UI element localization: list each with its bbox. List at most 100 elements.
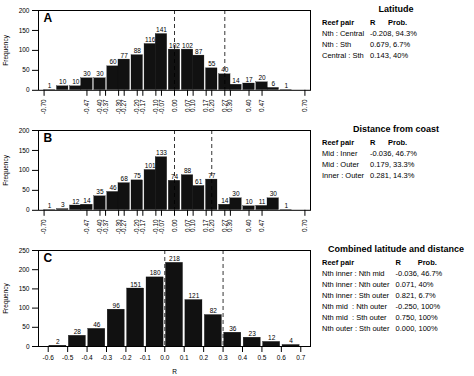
svg-text:0.70: 0.70 xyxy=(301,219,308,232)
svg-text:40: 40 xyxy=(221,66,229,73)
svg-text:200: 200 xyxy=(19,7,30,14)
svg-text:-0.17: -0.17 xyxy=(139,99,146,114)
svg-text:75: 75 xyxy=(134,172,142,179)
svg-text:Frequency: Frequency xyxy=(2,34,10,65)
svg-text:20: 20 xyxy=(258,74,266,81)
svg-text:3: 3 xyxy=(61,201,65,208)
svg-text:2: 2 xyxy=(56,338,60,345)
svg-text:Frequency: Frequency xyxy=(2,154,10,185)
svg-text:200: 200 xyxy=(19,266,30,273)
svg-text:-0.1: -0.1 xyxy=(140,354,152,361)
svg-text:100: 100 xyxy=(19,304,30,311)
svg-text:-0.27: -0.27 xyxy=(120,99,127,114)
svg-text:87: 87 xyxy=(195,48,203,55)
svg-text:14: 14 xyxy=(221,197,229,204)
svg-text:82: 82 xyxy=(210,307,218,314)
svg-text:-0.47: -0.47 xyxy=(83,99,90,114)
svg-text:250: 250 xyxy=(19,247,30,254)
svg-text:0.3: 0.3 xyxy=(219,354,228,361)
svg-text:R: R xyxy=(172,368,177,375)
svg-text:141: 141 xyxy=(156,26,167,33)
svg-text:46: 46 xyxy=(93,321,101,328)
svg-text:A: A xyxy=(44,11,53,25)
svg-text:0: 0 xyxy=(26,206,30,213)
svg-text:23: 23 xyxy=(249,330,257,337)
svg-text:0.30: 0.30 xyxy=(226,99,233,112)
svg-text:1: 1 xyxy=(48,82,52,89)
svg-text:61: 61 xyxy=(195,178,203,185)
svg-text:0.47: 0.47 xyxy=(258,219,265,232)
svg-text:35: 35 xyxy=(96,188,104,195)
svg-text:150: 150 xyxy=(19,285,30,292)
svg-text:Frequency: Frequency xyxy=(2,282,10,313)
svg-text:-0.27: -0.27 xyxy=(120,219,127,234)
svg-text:133: 133 xyxy=(156,149,167,156)
svg-text:0.30: 0.30 xyxy=(226,219,233,232)
svg-text:6: 6 xyxy=(271,80,275,87)
svg-text:0.7: 0.7 xyxy=(296,354,305,361)
svg-text:-0.47: -0.47 xyxy=(83,219,90,234)
svg-text:150: 150 xyxy=(19,147,30,154)
svg-text:-0.5: -0.5 xyxy=(62,354,74,361)
svg-text:50: 50 xyxy=(22,186,30,193)
svg-text:150: 150 xyxy=(19,27,30,34)
svg-text:14: 14 xyxy=(232,77,240,84)
svg-text:-0.07: -0.07 xyxy=(158,219,165,234)
svg-text:0: 0 xyxy=(26,343,30,350)
svg-text:60: 60 xyxy=(109,58,117,65)
svg-text:C: C xyxy=(44,251,53,265)
svg-text:1: 1 xyxy=(48,202,52,209)
svg-text:17: 17 xyxy=(245,76,253,83)
svg-text:0: 0 xyxy=(26,86,30,93)
svg-text:0.20: 0.20 xyxy=(208,99,215,112)
svg-text:0.47: 0.47 xyxy=(258,99,265,112)
svg-text:0.20: 0.20 xyxy=(208,219,215,232)
svg-text:-0.07: -0.07 xyxy=(158,99,165,114)
svg-text:12: 12 xyxy=(268,334,276,341)
svg-text:100: 100 xyxy=(19,46,30,53)
svg-text:28: 28 xyxy=(74,328,82,335)
svg-text:102: 102 xyxy=(169,42,180,49)
svg-text:-0.37: -0.37 xyxy=(102,219,109,234)
svg-text:0.40: 0.40 xyxy=(245,219,252,232)
svg-text:30: 30 xyxy=(232,190,240,197)
svg-text:10: 10 xyxy=(72,78,80,85)
svg-text:50: 50 xyxy=(22,66,30,73)
svg-text:77: 77 xyxy=(208,172,216,179)
svg-text:30: 30 xyxy=(270,190,278,197)
svg-text:12: 12 xyxy=(72,198,80,205)
svg-text:96: 96 xyxy=(113,302,121,309)
svg-text:0.10: 0.10 xyxy=(189,99,196,112)
svg-text:0.10: 0.10 xyxy=(189,219,196,232)
svg-text:B: B xyxy=(44,131,53,145)
svg-text:-0.4: -0.4 xyxy=(81,354,93,361)
svg-text:88: 88 xyxy=(134,47,142,54)
svg-text:180: 180 xyxy=(150,269,161,276)
svg-text:151: 151 xyxy=(130,281,141,288)
svg-text:1: 1 xyxy=(284,202,288,209)
svg-text:116: 116 xyxy=(145,36,156,43)
svg-text:74: 74 xyxy=(171,173,179,180)
svg-text:1: 1 xyxy=(284,82,288,89)
svg-text:0.4: 0.4 xyxy=(238,354,247,361)
svg-text:4: 4 xyxy=(289,337,293,344)
svg-text:-0.3: -0.3 xyxy=(101,354,113,361)
svg-text:14: 14 xyxy=(83,197,91,204)
svg-text:0.70: 0.70 xyxy=(301,99,308,112)
svg-text:55: 55 xyxy=(208,60,216,67)
svg-text:-0.37: -0.37 xyxy=(102,99,109,114)
svg-text:36: 36 xyxy=(229,325,237,332)
svg-text:0.00: 0.00 xyxy=(171,99,178,112)
svg-text:121: 121 xyxy=(188,292,199,299)
svg-text:0.1: 0.1 xyxy=(180,354,189,361)
svg-text:0.40: 0.40 xyxy=(245,99,252,112)
svg-text:0.2: 0.2 xyxy=(199,354,208,361)
svg-text:77: 77 xyxy=(121,52,129,59)
svg-text:0.0: 0.0 xyxy=(160,354,169,361)
svg-text:10: 10 xyxy=(59,78,67,85)
svg-text:88: 88 xyxy=(184,167,192,174)
svg-text:10: 10 xyxy=(245,198,253,205)
svg-text:0.00: 0.00 xyxy=(171,219,178,232)
svg-text:218: 218 xyxy=(169,255,180,262)
svg-text:68: 68 xyxy=(121,175,129,182)
